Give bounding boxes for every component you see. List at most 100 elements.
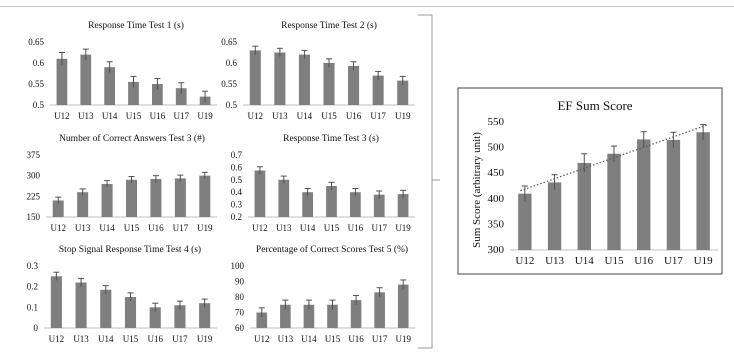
y-tick-label: 0.4 [231,187,243,197]
y-tick-label: 150 [27,212,41,222]
y-tick-label: 450 [488,167,505,179]
x-tick-label: U12 [252,223,268,233]
top-border-line [0,6,734,7]
x-tick-label: U15 [123,334,139,344]
bar [348,65,360,105]
bar [75,282,87,328]
x-tick-label: U13 [73,334,89,344]
x-tick-label: U13 [545,255,564,267]
bar [151,84,163,105]
x-tick-label: U15 [325,334,341,344]
x-tick-label: U19 [197,334,213,344]
y-tick-label: 0.2 [231,212,242,222]
x-tick-label: U15 [605,255,624,267]
y-tick-label: 0.5 [231,175,243,185]
y-tick-label: 0.5 [33,100,45,110]
x-tick-label: U16 [346,111,362,121]
bar [518,193,532,250]
x-tick-label: U16 [348,334,364,344]
y-tick-label: 60 [235,323,245,333]
x-tick-label: U12 [254,334,270,344]
chart-2: Response Time Test 2 (s) 0.5 0.55 0.6 0.65 U1… [221,20,415,121]
x-tick-label: U14 [301,334,317,344]
x-tick-label: U19 [395,111,411,121]
bar [104,67,116,105]
bar [374,292,385,328]
x-tick-label: U14 [99,223,115,233]
y-tick-label: 0.2 [27,282,38,292]
y-tick-label: 0 [34,323,39,333]
chart-title: Response Time Test 3 (s) [283,133,379,144]
chart-3: Number of Correct Answers Test 3 (#) 150 2… [27,133,217,233]
bar [100,289,112,328]
x-tick-label: U13 [272,111,288,121]
y-tick-label: 100 [231,261,245,271]
y-tick-label: 550 [488,116,505,128]
bar [372,75,384,105]
x-tick-label: U19 [197,223,213,233]
bar [303,304,315,328]
bar [126,179,137,217]
chart-4: Response Time Test 3 (s) 0.2 0.3 0.4 0.5 0.6 0… [231,133,415,233]
chart-title: Response Time Test 2 (s) [281,20,377,31]
y-tick-label: 300 [488,244,505,256]
x-tick-label: U14 [297,111,313,121]
x-tick-label: U19 [395,223,411,233]
bar [350,300,362,328]
bar [298,54,310,105]
chart-title: Number of Correct Answers Test 3 (#) [59,133,205,144]
ef-sum-score-panel: EF Sum Score Sum Score (arbitrary unit) 30… [457,87,723,275]
x-tick-label: U17 [664,255,683,267]
x-tick-label: U17 [372,334,388,344]
bar [128,81,139,105]
x-tick-label: U12 [50,223,66,233]
x-tick-label: U16 [348,223,364,233]
bar [199,303,211,328]
x-tick-label: U17 [370,111,386,121]
bar [323,63,335,105]
bar [302,192,314,217]
x-tick-label: U14 [575,255,594,267]
bar [547,182,562,250]
x-tick-label: U14 [98,334,114,344]
y-tick-label: 0.1 [27,302,38,312]
y-tick-label: 70 [235,308,245,318]
y-tick-label: 0.65 [221,37,237,47]
x-tick-label: U12 [248,111,264,121]
bar [397,80,409,105]
y-tick-label: 0.6 [33,58,45,68]
bar [577,162,591,250]
bar [274,52,286,105]
y-tick-label: 400 [488,193,505,205]
bar [150,178,162,217]
y-tick-label: 500 [488,142,505,154]
bar [256,312,268,328]
x-tick-label: U19 [197,111,213,121]
y-tick-label: 350 [488,218,505,230]
x-tick-label: U12 [54,111,70,121]
x-tick-label: U13 [78,111,94,121]
x-tick-label: U14 [102,111,118,121]
x-tick-label: U13 [276,223,292,233]
bar [52,200,64,217]
chart-6: Percentage of Correct Scores Test 5 (%) 6… [231,244,415,344]
bar [349,192,361,217]
x-tick-label: U17 [173,111,189,121]
y-tick-label: 0.3 [27,261,39,271]
trendline [520,124,708,192]
grouping-bracket [418,14,440,349]
chart-title: Response Time Test 1 (s) [88,20,184,31]
chart-title: Stop Signal Response Time Test 4 (s) [59,244,201,255]
bar [174,305,186,328]
bar [124,297,137,328]
y-tick-label: 225 [27,191,41,201]
x-tick-label: U17 [371,223,387,233]
x-tick-label: U16 [148,223,164,233]
bar [249,50,261,105]
y-tick-label: 80 [235,292,245,302]
x-tick-label: U19 [694,255,713,267]
chart-1: Response Time Test 1 (s) 0.5 0.55 0.6 0.65 U1… [28,20,217,121]
bar [397,284,409,328]
y-tick-label: 0.5 [226,100,238,110]
